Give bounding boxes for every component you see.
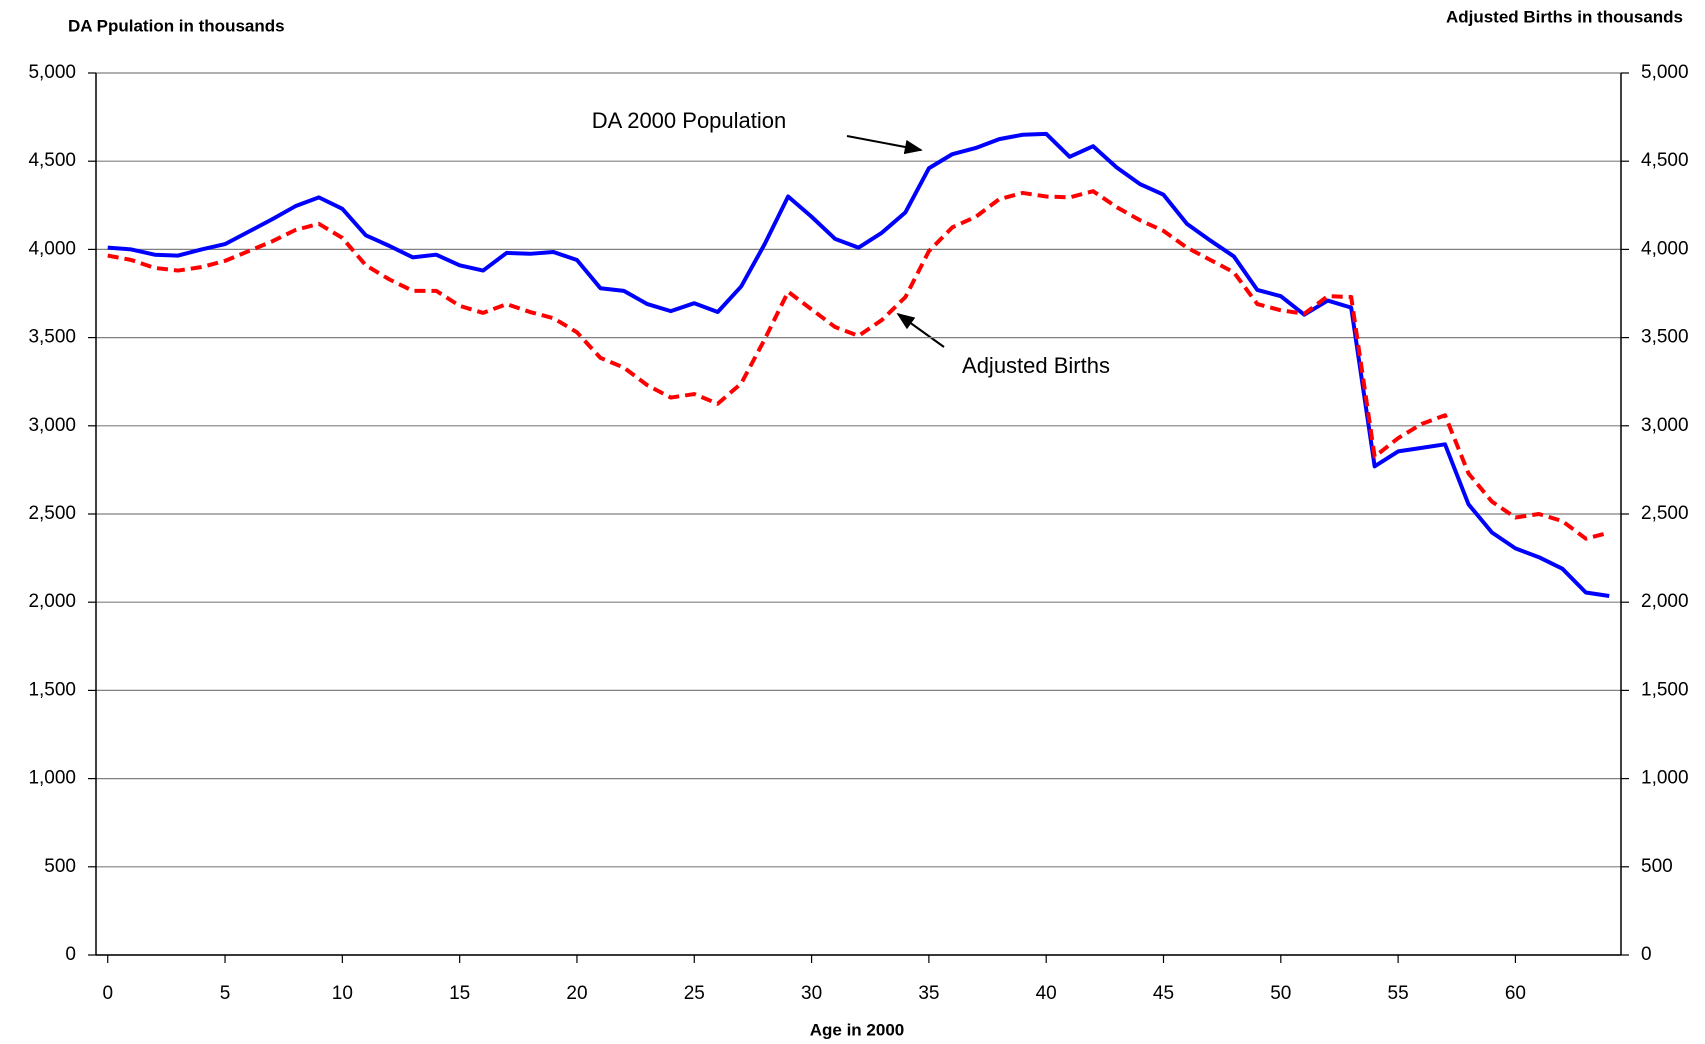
- x-tick-label: 50: [1270, 983, 1291, 1004]
- y-tick-label: 1,500: [28, 679, 76, 700]
- x-tick-label: 35: [918, 983, 939, 1004]
- y2-tick-label: 1,000: [1641, 768, 1689, 789]
- x-tick-label: 20: [566, 983, 587, 1004]
- y-tick-label: 500: [44, 856, 76, 877]
- y-tick-label: 3,500: [28, 327, 76, 348]
- x-tick-label: 25: [684, 983, 705, 1004]
- y2-tick-label: 4,500: [1641, 150, 1689, 171]
- y2-tick-label: 1,500: [1641, 679, 1689, 700]
- y-axis-title: DA Ppulation in thousands: [68, 16, 285, 35]
- x-tick-label: 40: [1036, 983, 1057, 1004]
- y2-tick-label: 3,500: [1641, 327, 1689, 348]
- annotation-arrow: [846, 135, 923, 155]
- y2-tick-label: 0: [1641, 944, 1652, 965]
- series-line: [107, 131, 1610, 599]
- y2-tick-label: 2,500: [1641, 503, 1689, 524]
- x-axis-title: Age in 2000: [810, 1020, 905, 1039]
- y-tick-label: 0: [65, 944, 76, 965]
- y2-tick-label: 4,000: [1641, 238, 1689, 259]
- y-tick-label: 4,500: [28, 150, 76, 171]
- annotation: DA 2000 Population: [592, 108, 787, 133]
- x-tick-label: 5: [220, 983, 231, 1004]
- series-line: [107, 189, 1610, 541]
- x-tick-label: 45: [1153, 983, 1174, 1004]
- y-tick-label: 5,000: [28, 62, 76, 83]
- y-tick-label: 3,000: [28, 415, 76, 436]
- y-tick-label: 4,000: [28, 238, 76, 259]
- y-tick-label: 1,000: [28, 768, 76, 789]
- y2-tick-label: 3,000: [1641, 415, 1689, 436]
- y-tick-label: 2,500: [28, 503, 76, 524]
- annotation-arrow: [896, 312, 945, 348]
- x-tick-label: 30: [801, 983, 822, 1004]
- x-tick-label: 55: [1388, 983, 1409, 1004]
- y2-tick-label: 500: [1641, 856, 1673, 877]
- y2-tick-label: 5,000: [1641, 62, 1689, 83]
- x-tick-label: 15: [449, 983, 470, 1004]
- x-tick-label: 10: [332, 983, 353, 1004]
- y-tick-label: 2,000: [28, 591, 76, 612]
- x-tick-label: 0: [102, 983, 113, 1004]
- annotation: Adjusted Births: [962, 353, 1110, 378]
- y2-tick-label: 2,000: [1641, 591, 1689, 612]
- y2-axis-title: Adjusted Births in thousands: [1446, 7, 1683, 26]
- x-tick-label: 60: [1505, 983, 1526, 1004]
